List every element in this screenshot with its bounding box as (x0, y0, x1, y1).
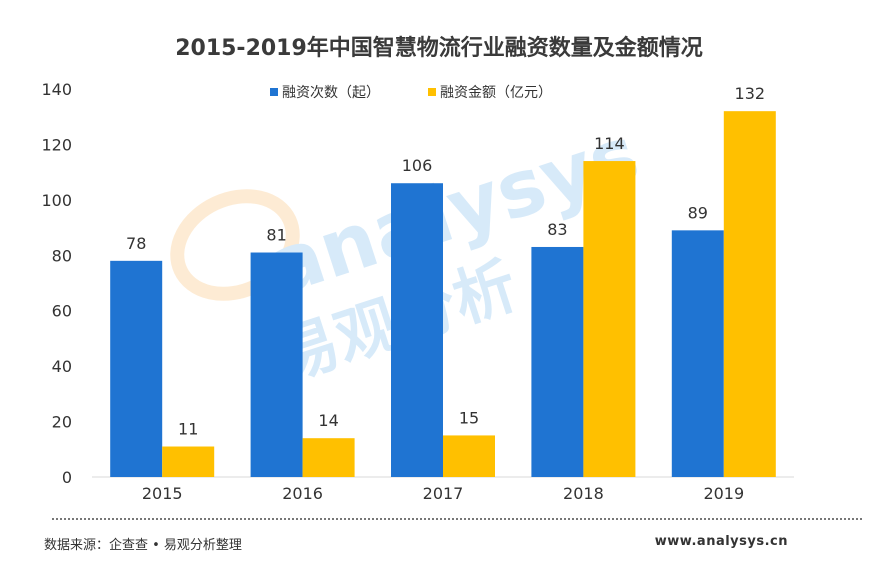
legend-swatch (270, 88, 278, 96)
y-axis: 0 20 40 60 80 100 120 140 (41, 80, 72, 487)
y-tick-label: 80 (52, 246, 72, 265)
footer-divider (52, 518, 862, 520)
legend-swatch (428, 88, 436, 96)
data-label: 89 (688, 203, 708, 222)
x-tick-label: 2018 (563, 484, 604, 503)
y-tick-label: 100 (41, 191, 72, 210)
bars-group: 78 11 81 14 106 15 83 114 89 132 (110, 84, 776, 478)
y-tick-label: 60 (52, 302, 72, 321)
data-label: 15 (459, 408, 479, 427)
x-tick-label: 2017 (423, 484, 464, 503)
y-tick-label: 120 (41, 135, 72, 154)
bar-amount-2018 (583, 161, 636, 478)
y-tick-label: 20 (52, 413, 72, 432)
y-tick-label: 0 (62, 468, 72, 487)
data-label: 132 (735, 84, 766, 103)
data-label: 81 (266, 226, 286, 245)
data-label: 78 (126, 234, 146, 253)
bar-amount-2019 (723, 111, 776, 478)
y-tick-label: 140 (41, 80, 72, 99)
y-tick-label: 40 (52, 357, 72, 376)
source-note: 数据来源：企查查 • 易观分析整理 (44, 538, 242, 553)
bar-count-2018 (531, 246, 584, 477)
bar-count-2019 (671, 230, 724, 477)
x-tick-label: 2015 (142, 484, 183, 503)
bar-count-2016 (250, 252, 303, 477)
legend-label: 融资次数（起） (282, 85, 380, 101)
data-label: 106 (402, 156, 433, 175)
x-tick-label: 2016 (282, 484, 323, 503)
legend-label: 融资金额（亿元） (440, 85, 552, 101)
x-axis: 2015 2016 2017 2018 2019 (142, 484, 744, 503)
site-url: www.analysys.cn (654, 534, 788, 549)
bar-count-2017 (391, 183, 443, 477)
bar-amount-2015 (162, 446, 215, 477)
legend: 融资次数（起） 融资金额（亿元） (270, 85, 552, 101)
data-label: 83 (547, 220, 567, 239)
bar-amount-2017 (443, 435, 495, 477)
data-label: 11 (178, 420, 198, 439)
x-tick-label: 2019 (703, 484, 744, 503)
data-label: 114 (594, 134, 625, 153)
bar-count-2015 (110, 260, 163, 477)
chart-title: 2015-2019年中国智慧物流行业融资数量及金额情况 (175, 36, 703, 61)
bar-amount-2016 (302, 438, 355, 477)
data-label: 14 (318, 411, 338, 430)
